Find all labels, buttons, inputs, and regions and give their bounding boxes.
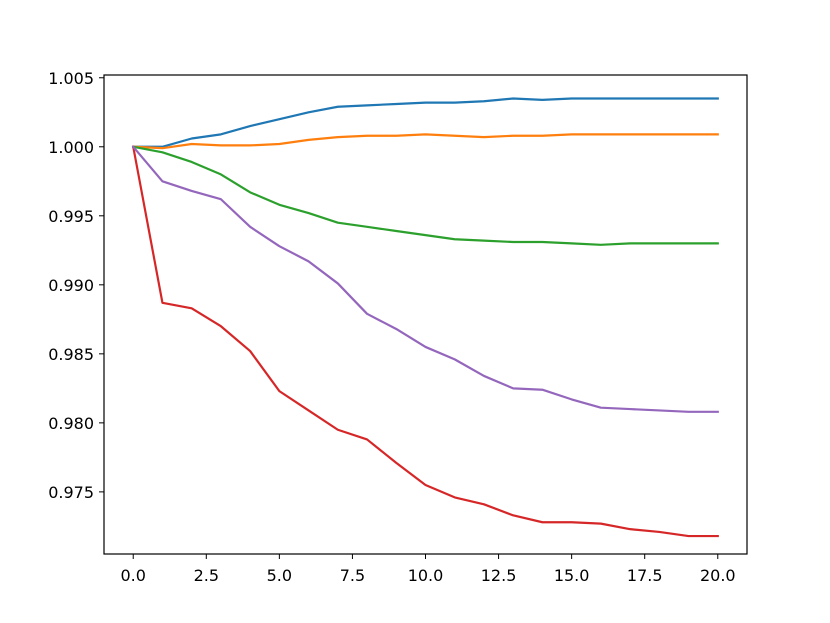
y-tick-label: 0.985 xyxy=(48,345,94,364)
x-tick-label: 5.0 xyxy=(267,566,292,585)
x-tick-label: 7.5 xyxy=(340,566,365,585)
x-tick-label: 2.5 xyxy=(194,566,219,585)
plot-background xyxy=(104,75,747,554)
series-layer xyxy=(131,97,719,538)
x-tick-label: 0.0 xyxy=(121,566,146,585)
x-tick-label: 17.5 xyxy=(627,566,663,585)
y-tick-label: 1.005 xyxy=(48,69,94,88)
series-line-1 xyxy=(132,97,719,148)
y-tick-label: 1.000 xyxy=(48,138,94,157)
y-axis: 0.975 0.980 0.985 0.990 0.995 1.000 1.005 xyxy=(48,69,104,502)
y-tick-label: 0.980 xyxy=(48,414,94,433)
x-tick-label: 10.0 xyxy=(408,566,444,585)
x-tick-label: 20.0 xyxy=(700,566,736,585)
x-tick-label: 15.0 xyxy=(554,566,590,585)
series-line-5 xyxy=(131,145,719,413)
series-line-2 xyxy=(132,133,719,150)
y-tick-label: 0.990 xyxy=(48,276,94,295)
y-tick-label: 0.975 xyxy=(48,483,94,502)
series-line-4 xyxy=(131,145,719,538)
series-line-3 xyxy=(131,145,719,246)
x-tick-label: 12.5 xyxy=(481,566,517,585)
x-axis: 0.0 2.5 5.0 7.5 10.0 12.5 15.0 17.5 20.0 xyxy=(121,554,736,585)
y-tick-label: 0.995 xyxy=(48,207,94,226)
